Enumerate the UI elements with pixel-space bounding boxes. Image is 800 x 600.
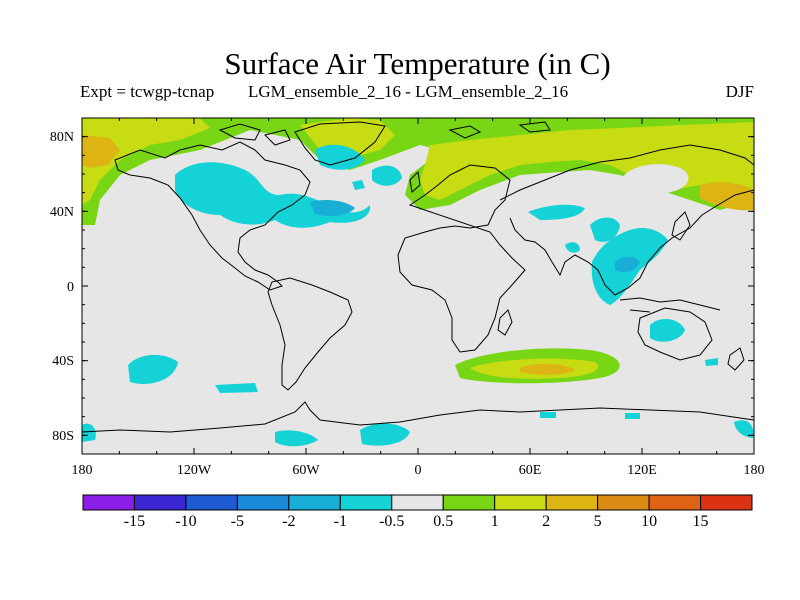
lat-tick-label: 0 bbox=[67, 280, 74, 295]
colorbar-label: -1 bbox=[333, 513, 347, 530]
anomaly-region-north-atlantic-cool-2 bbox=[352, 180, 365, 190]
coastline-greenland bbox=[294, 121, 386, 166]
colorbar-swatch bbox=[185, 494, 238, 511]
coastline-australia bbox=[637, 307, 713, 361]
anomaly-region-antarctic-coast-cool bbox=[360, 423, 410, 446]
lon-tick-label: 180 bbox=[744, 463, 765, 478]
anomaly-region-antarctic-west-cool bbox=[82, 423, 96, 442]
colorbar-label: -15 bbox=[123, 513, 146, 530]
colorbar-swatch bbox=[597, 494, 650, 511]
colorbar-swatch bbox=[442, 494, 496, 511]
coastline-europe-africa bbox=[397, 164, 526, 353]
lon-tick-label: 120W bbox=[177, 463, 212, 478]
anomaly-region-south-pacific-cool bbox=[128, 354, 178, 384]
coastline-uk bbox=[409, 170, 421, 193]
anomaly-region-indian-ocean-cool bbox=[625, 413, 640, 419]
season-label: DJF bbox=[725, 82, 754, 101]
colorbar-label: 10 bbox=[641, 513, 658, 530]
coastline-asia bbox=[499, 144, 755, 296]
coastline-arctic-islands bbox=[218, 121, 551, 146]
anomaly-region-ross-sea-cool bbox=[275, 430, 318, 447]
anomaly-region-tasman-cool bbox=[705, 358, 718, 366]
colorbar-label: -10 bbox=[175, 513, 197, 530]
axis-ticks bbox=[81, 118, 755, 454]
coastline-north-america bbox=[114, 141, 311, 291]
anomaly-region-eurasia-warm-core bbox=[82, 118, 210, 205]
coastline-madagascar bbox=[497, 309, 513, 336]
tick-labels: 80N 40N 0 40S 80S 180 120W 60W 0 60E 120… bbox=[50, 130, 765, 478]
lat-tick-label: 80S bbox=[52, 429, 74, 444]
anomaly-region-weddell-cool bbox=[540, 412, 556, 418]
lon-tick-label: 60E bbox=[519, 463, 542, 478]
lon-tick-label: 0 bbox=[415, 463, 422, 478]
anomaly-region-alaska-hot bbox=[82, 135, 120, 168]
anomaly-region-antarctic-east-cool bbox=[734, 420, 754, 438]
colorbar-label: 2 bbox=[542, 513, 551, 530]
colorbar-swatch bbox=[545, 494, 599, 511]
coastline-antarctica bbox=[81, 401, 755, 433]
colorbar-swatch bbox=[391, 494, 444, 511]
experiment-label: Expt = tcwgp-tcnap bbox=[80, 82, 215, 101]
anomaly-region-tibet-cool bbox=[590, 217, 620, 242]
anomaly-region-north-america-cool-core bbox=[310, 200, 355, 216]
colorbar-swatch bbox=[133, 494, 187, 511]
anomaly-region-atlantic-cool bbox=[372, 165, 402, 186]
colorbar-swatch bbox=[288, 494, 341, 511]
colorbar-label: -0.5 bbox=[379, 513, 405, 530]
lat-tick-label: 40N bbox=[50, 205, 74, 220]
lon-tick-label: 120E bbox=[627, 463, 657, 478]
anomaly-region-south-atlantic-cool bbox=[215, 383, 258, 393]
lon-tick-label: 60W bbox=[292, 463, 320, 478]
anomaly-region-siberia-hot bbox=[700, 182, 754, 211]
colorbar-label: 15 bbox=[692, 513, 709, 530]
colorbar-swatch bbox=[236, 494, 290, 511]
anomaly-region-southern-ocean-hot bbox=[520, 364, 575, 375]
anomaly-region-arctic-warm-center bbox=[621, 164, 689, 194]
anomaly-region-australia-cool bbox=[650, 318, 685, 342]
lat-tick-label: 40S bbox=[52, 354, 74, 369]
colorbar-swatch bbox=[648, 494, 702, 511]
anomaly-region-central-asia-cool bbox=[528, 204, 585, 220]
colorbar-swatch bbox=[339, 494, 393, 511]
colorbar-label: 1 bbox=[490, 513, 499, 530]
anomaly-region-india-cool bbox=[565, 242, 580, 253]
anomaly-region-east-asia-cool-core bbox=[615, 256, 640, 273]
coastlines bbox=[81, 121, 755, 433]
coastline-south-america bbox=[267, 277, 353, 391]
colorbar-label: 5 bbox=[593, 513, 602, 530]
colorbar-swatch bbox=[494, 494, 547, 511]
colorbar-swatch bbox=[700, 494, 753, 511]
coastline-indonesia bbox=[619, 297, 721, 313]
colorbar-label: -2 bbox=[282, 513, 296, 530]
colorbar-label: -5 bbox=[230, 513, 245, 530]
lon-tick-label: 180 bbox=[72, 463, 93, 478]
colorbar-swatch bbox=[82, 494, 135, 511]
colorbar-swatches bbox=[82, 494, 753, 511]
comparison-label: LGM_ensemble_2_16 - LGM_ensemble_2_16 bbox=[248, 82, 569, 101]
map-title: Surface Air Temperature (in C) bbox=[224, 46, 611, 81]
coastline-japan bbox=[671, 211, 691, 241]
anomaly-region-labrador-cool bbox=[315, 144, 365, 170]
lat-tick-label: 80N bbox=[50, 130, 74, 145]
coastline-new-zealand bbox=[727, 347, 745, 371]
colorbar-label: 0.5 bbox=[433, 513, 454, 530]
